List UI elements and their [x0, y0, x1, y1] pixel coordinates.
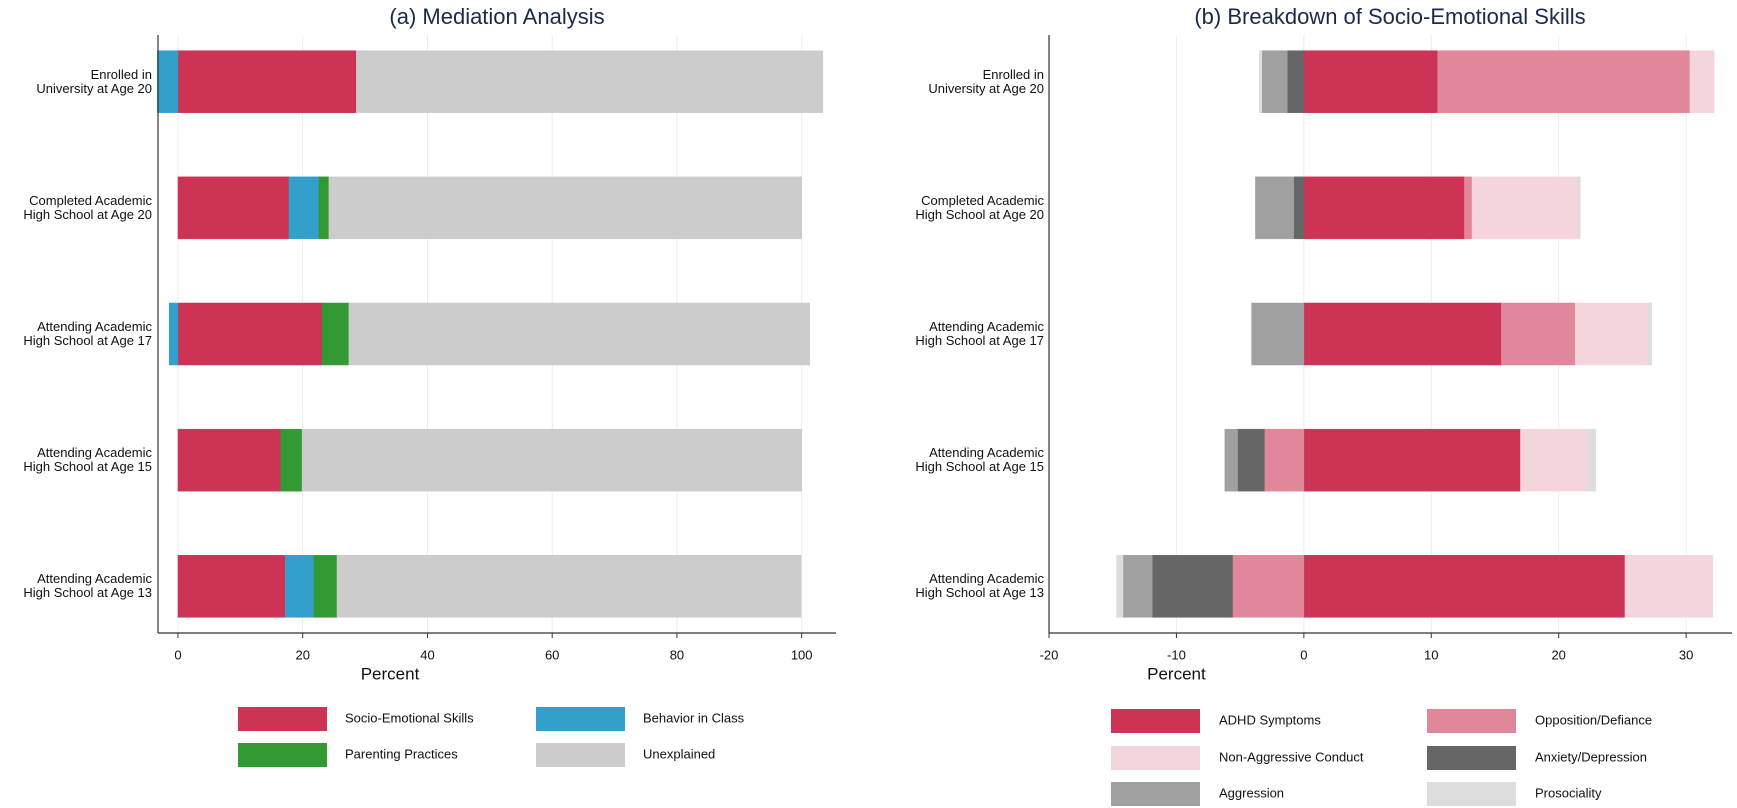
bar-segment [1303, 176, 1465, 240]
y-tick-label: Attending Academic High School at Age 15 [915, 445, 1044, 475]
bar-segment [1303, 428, 1521, 492]
legend-label: Non-Aggressive Conduct [1219, 749, 1364, 764]
y-tick-label: Completed Academic High School at Age 20 [915, 192, 1044, 222]
x-tick-label: 80 [670, 647, 684, 662]
x-tick-label: 20 [1551, 647, 1565, 662]
x-axis-label: Percent [361, 664, 420, 683]
y-tick-label: Enrolled in University at Age 20 [928, 66, 1044, 96]
x-tick-label: 100 [791, 647, 813, 662]
bar-segment [348, 302, 811, 366]
legend-label: Socio-Emotional Skills [345, 710, 474, 725]
y-tick-label: Enrolled in University at Age 20 [36, 66, 152, 96]
bar-segment [1232, 555, 1305, 618]
y-tick-label: Attending Academic High School at Age 13 [23, 571, 152, 601]
bar-segment [1689, 50, 1715, 113]
x-tick-label: 30 [1679, 647, 1693, 662]
x-axis-label: Percent [1147, 664, 1206, 683]
y-tick-label: Attending Academic High School at Age 13 [915, 571, 1044, 601]
legend-swatch [1427, 782, 1516, 806]
bar-segment [313, 555, 338, 618]
legend-label: Unexplained [643, 746, 715, 761]
bar-segment [177, 428, 282, 492]
legend-swatch [536, 743, 625, 767]
legend-swatch [1111, 782, 1200, 806]
legend-label: ADHD Symptoms [1219, 712, 1321, 727]
bar-segment [1575, 302, 1649, 366]
legend-swatch [1111, 709, 1200, 733]
bar-segment [1237, 428, 1265, 492]
x-tick-label: 0 [174, 647, 181, 662]
bar-segment [1587, 428, 1596, 492]
bar-segment [1116, 555, 1124, 618]
bar-segment [1255, 176, 1294, 240]
bar-segment [280, 428, 303, 492]
bar-segment [1303, 302, 1502, 366]
legend-swatch [1427, 709, 1516, 733]
x-tick-label: 60 [545, 647, 559, 662]
bar-segment [328, 176, 802, 240]
bar-segment [177, 50, 357, 113]
legend-label: Parenting Practices [345, 746, 458, 761]
x-tick-label: 10 [1424, 647, 1438, 662]
bar-segment [321, 302, 350, 366]
bar-segment [1471, 176, 1579, 240]
legend-swatch [536, 707, 625, 731]
x-tick-label: 0 [1300, 647, 1307, 662]
bar-segment [157, 50, 179, 113]
bar-segment [1303, 50, 1438, 113]
bar-segment [168, 302, 179, 366]
bar-segment [1264, 428, 1305, 492]
bar-segment [1437, 50, 1691, 113]
bar-segment [1501, 302, 1576, 366]
legend-label: Aggression [1219, 785, 1284, 800]
legend-label: Prosociality [1535, 785, 1602, 800]
legend-swatch [238, 743, 327, 767]
bar-segment [1224, 428, 1238, 492]
bar-segment [1577, 176, 1581, 240]
x-tick-label: 40 [420, 647, 434, 662]
bar-segment [1520, 428, 1589, 492]
y-tick-label: Completed Academic High School at Age 20 [23, 192, 152, 222]
x-tick-label: -20 [1040, 647, 1059, 662]
legend-swatch [238, 707, 327, 731]
legend-swatch [1427, 746, 1516, 770]
bar-segment [1259, 50, 1263, 113]
bar-segment [318, 176, 330, 240]
y-tick-label: Attending Academic High School at Age 15 [23, 445, 152, 475]
bar-segment [1122, 555, 1153, 618]
y-tick-label: Attending Academic High School at Age 17 [915, 319, 1044, 348]
bar-segment [1287, 50, 1305, 113]
bar-segment [356, 50, 824, 113]
bar-segment [177, 555, 286, 618]
bar-segment [1624, 555, 1714, 618]
bar-segment [1261, 50, 1288, 113]
bar-segment [284, 555, 315, 618]
bar-segment [1464, 176, 1473, 240]
legend-label: Behavior in Class [643, 710, 745, 725]
bar-segment [288, 176, 320, 240]
bar-segment [1151, 555, 1233, 618]
bar-segment [177, 176, 290, 240]
legend-label: Opposition/Defiance [1535, 712, 1652, 727]
x-tick-label: -10 [1167, 647, 1186, 662]
bar-segment [1647, 302, 1652, 366]
bar-segment [1293, 176, 1305, 240]
bar-segment [1251, 302, 1305, 366]
y-tick-label: Attending Academic High School at Age 17 [23, 319, 152, 348]
chart-title: (a) Mediation Analysis [389, 4, 604, 29]
bar-segment [336, 555, 802, 618]
legend-label: Anxiety/Depression [1535, 749, 1647, 764]
bar-segment [177, 302, 323, 366]
chart-title: (b) Breakdown of Socio-Emotional Skills [1194, 4, 1585, 29]
legend-swatch [1111, 746, 1200, 770]
bar-segment [1303, 555, 1626, 618]
x-tick-label: 20 [295, 647, 309, 662]
bar-segment [301, 428, 802, 492]
